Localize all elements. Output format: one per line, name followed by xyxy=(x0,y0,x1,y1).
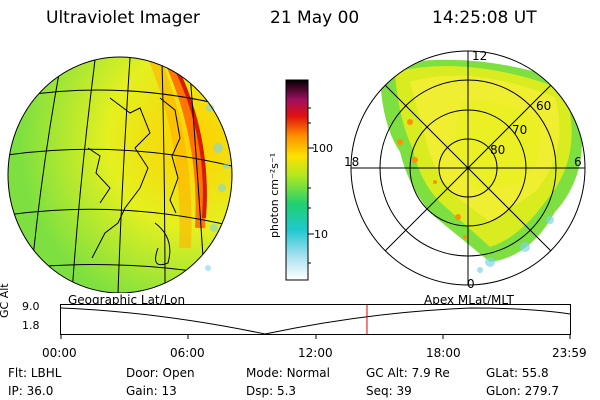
polar-lat-label-70: 70 xyxy=(512,123,527,137)
status-gc-alt: GC Alt: 7.9 Re xyxy=(366,366,450,380)
timeline-xtick-2359: 23:59 xyxy=(552,346,587,360)
polar-mlt-label-0: 0 xyxy=(467,277,475,291)
polar-mlt-label-6: 6 xyxy=(574,155,582,169)
timeline-xtick-0000: 00:00 xyxy=(42,346,77,360)
polar-lat-label-60: 60 xyxy=(536,99,551,113)
polar-mlat-mlt-image: 12 18 6 0 60 70 80 xyxy=(344,49,586,291)
date-label: 21 May 00 xyxy=(270,8,360,28)
timeline-xtick-0600: 06:00 xyxy=(170,346,205,360)
polar-mlt-label-18: 18 xyxy=(344,155,359,169)
colorbar-tick-10: 10 xyxy=(314,228,328,241)
timeline-plot xyxy=(60,304,571,339)
timeline-left-label: Geographic Lat/Lon xyxy=(68,293,186,307)
status-dsp: Dsp: 5.3 xyxy=(246,384,297,398)
status-mode: Mode: Normal xyxy=(246,366,330,380)
altitude-curve xyxy=(60,307,571,335)
polar-mlt-label-12: 12 xyxy=(472,49,487,63)
timeline-xtick-1800: 18:00 xyxy=(426,346,461,360)
timeline-xtick-1200: 12:00 xyxy=(298,346,333,360)
timeline-right-label: Apex MLat/MLT xyxy=(424,293,514,307)
timeline-ytick-top: 9.0 xyxy=(22,300,40,313)
status-door: Door: Open xyxy=(126,366,195,380)
colorbar-scale xyxy=(285,79,309,281)
status-filter: Flt: LBHL xyxy=(8,366,62,380)
status-glon: GLon: 279.7 xyxy=(486,384,559,398)
timeline-axis-label: GC Alt xyxy=(0,283,11,318)
status-ip: IP: 36.0 xyxy=(8,384,54,398)
instrument-title: Ultraviolet Imager xyxy=(46,8,200,28)
status-gain: Gain: 13 xyxy=(126,384,177,398)
colorbar-unit-label: photon cm⁻²s⁻¹ xyxy=(268,153,281,238)
polar-lat-label-80: 80 xyxy=(490,143,505,157)
colorbar-tick-100: 100 xyxy=(312,142,333,155)
time-label: 14:25:08 UT xyxy=(432,8,537,28)
status-glat: GLat: 55.8 xyxy=(486,366,549,380)
timeline-ytick-bottom: 1.8 xyxy=(22,319,40,332)
status-seq: Seq: 39 xyxy=(366,384,412,398)
colorbar: 100 10 photon cm⁻²s⁻¹ xyxy=(268,79,333,281)
geographic-globe-image xyxy=(7,56,233,293)
